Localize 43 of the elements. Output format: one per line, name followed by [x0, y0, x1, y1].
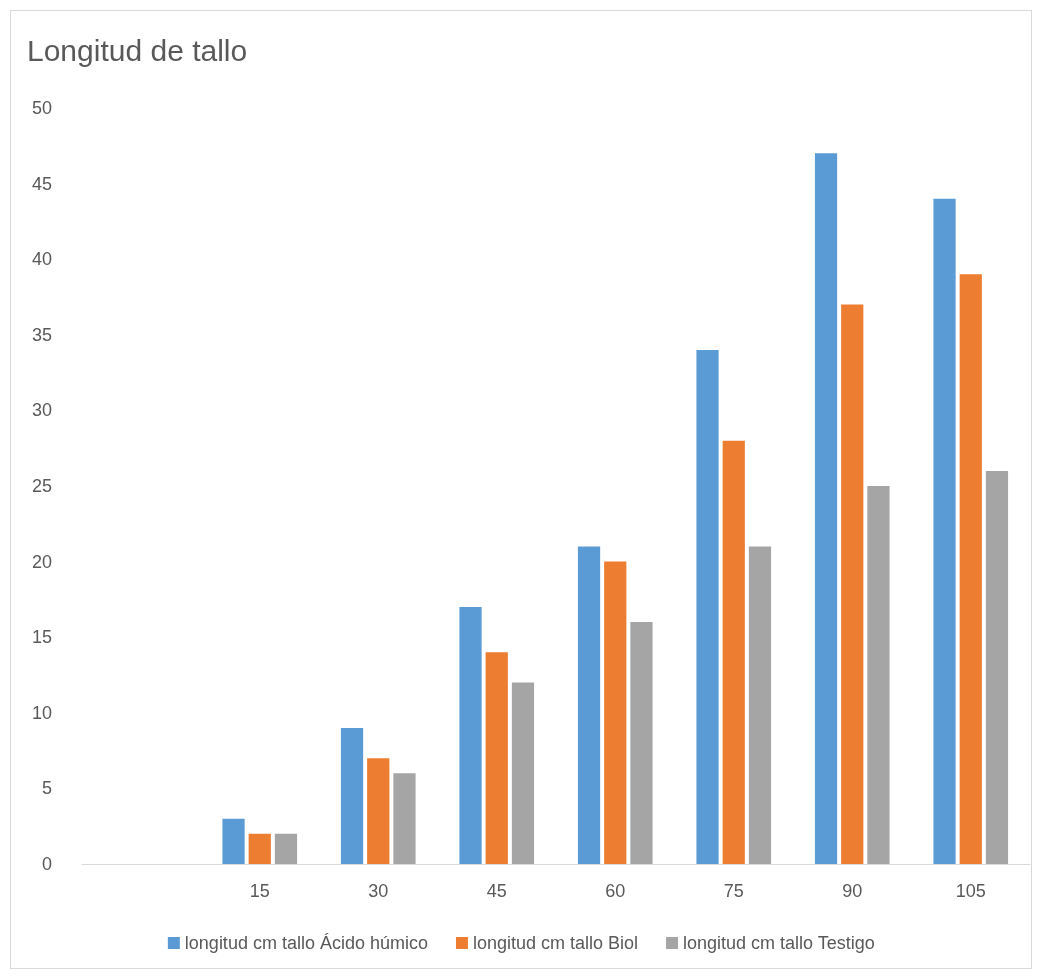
y-tick-label: 25	[31, 476, 52, 496]
x-tick-label: 60	[605, 881, 626, 901]
legend-label: longitud cm tallo Biol	[472, 933, 639, 953]
legend-label: longitud cm tallo Testigo	[683, 933, 875, 953]
y-tick-label: 50	[31, 98, 52, 118]
x-tick-label: 105	[955, 881, 986, 901]
bar	[814, 153, 838, 864]
bar	[841, 304, 864, 864]
bar	[933, 198, 956, 864]
y-tick-label: 30	[31, 400, 52, 421]
bar	[696, 349, 719, 864]
y-tick-label: 35	[31, 324, 52, 345]
x-tick-label: 15	[249, 881, 270, 901]
bar	[222, 818, 245, 864]
bar	[867, 486, 890, 864]
x-tick-label: 30	[368, 881, 389, 901]
y-tick-label: 20	[31, 551, 52, 572]
x-tick-label: 90	[842, 881, 863, 901]
y-tick-label: 40	[31, 249, 52, 270]
bar	[722, 440, 745, 864]
bar	[485, 652, 508, 864]
y-tick-label: 5	[41, 778, 52, 799]
bar	[393, 773, 416, 864]
bar	[604, 561, 627, 864]
y-tick-label: 45	[31, 173, 52, 194]
x-tick-label: 75	[723, 881, 744, 901]
bar	[577, 546, 601, 864]
y-tick-label: 0	[41, 854, 52, 874]
y-tick-label: 10	[31, 702, 52, 723]
bar	[748, 546, 772, 864]
y-tick-label: 15	[31, 627, 52, 648]
bar	[367, 758, 390, 864]
bar	[959, 274, 982, 864]
x-tick-label: 45	[486, 881, 507, 901]
bar	[340, 727, 364, 864]
bar	[248, 833, 271, 864]
bar	[274, 833, 298, 864]
bar	[985, 470, 1009, 864]
chart-title: Longitud de tallo	[27, 33, 248, 67]
bar	[511, 682, 535, 864]
bar	[630, 622, 653, 864]
bar	[459, 606, 482, 864]
legend-label: longitud cm tallo Ácido húmico	[184, 933, 428, 953]
